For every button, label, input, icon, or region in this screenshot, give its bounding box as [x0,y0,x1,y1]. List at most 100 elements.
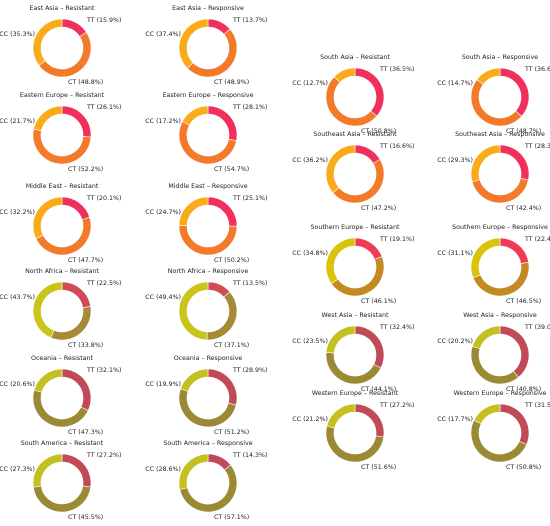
donut-slice-ct [325,351,382,385]
donut-chart: Southern Europe – Resistant TT (19.1%) CT … [292,224,414,305]
chart-title: North Africa – Resistant [25,268,99,275]
slice-label-tt: TT (32.1%) [86,367,122,374]
slice-label-tt: TT (28.3%) [524,143,550,150]
chart-title: South America – Resistant [21,440,104,447]
slice-label-cc: CC (12.7%) [292,80,328,87]
slice-label-ct: CT (57.1%) [214,514,249,521]
donut-slice-ct [178,225,238,256]
donut-slice-ct [32,128,92,165]
slice-label-cc: CC (21.2%) [292,416,328,423]
donut-slice-tt [499,67,530,117]
donut-chart: South America – Responsive TT (14.3%) CT (… [145,440,267,521]
donut-slice-ct [332,158,385,204]
chart-title: Southern Europe – Responsive [452,224,548,231]
donut-chart: Western Europe – Responsive TT (31.5%) CT … [437,390,550,471]
chart-title: West Asia – Responsive [463,312,537,319]
donut-slice-cc [476,67,501,85]
donut-slice-ct [32,389,89,428]
slice-label-cc: CC (23.5%) [292,338,328,345]
slice-label-cc: CC (43.7%) [0,294,35,301]
slice-label-tt: TT (27.2%) [86,452,122,459]
slice-label-ct: CT (51.6%) [361,464,396,471]
slice-label-cc: CC (19.9%) [145,381,181,388]
donut-slice-cc [333,67,356,83]
slice-label-cc: CC (37.4%) [145,31,181,38]
slice-label-cc: CC (20.2%) [437,338,473,345]
donut-slice-tt [61,368,92,411]
donut-slice-ct [330,256,385,297]
slice-label-ct: CT (37.1%) [214,342,249,349]
slice-label-cc: CC (24.7%) [145,209,181,216]
donut-slice-cc [471,325,501,350]
donut-chart: East Asia – Resistant TT (15.9%) CT (48.8%… [0,5,122,86]
slice-label-tt: TT (31.5%) [524,402,550,409]
donut-slice-cc [182,105,209,126]
donut-slice-tt [499,325,530,378]
donut-slice-cc [473,403,501,425]
donut-slice-ct [470,346,519,385]
donut-chart: Middle East – Resistant TT (20.1%) CT (47.… [0,183,122,264]
donut-chart: Southern Europe – Responsive TT (22.4%) CT… [437,224,550,305]
slice-label-ct: CT (50.2%) [214,257,249,264]
slice-label-ct: CT (48.9%) [214,79,249,86]
donut-slice-tt [354,67,385,117]
chart-title: West Asia – Resistant [322,312,389,319]
slice-label-tt: TT (25.1%) [232,195,268,202]
slice-label-cc: CC (29.3%) [437,157,473,164]
slice-label-cc: CC (35.3%) [0,31,35,38]
slice-label-cc: CC (17.2%) [145,118,181,125]
donut-slice-ct [32,485,92,513]
donut-slice-ct [325,76,378,127]
slice-label-tt: TT (39.0%) [524,324,550,331]
donut-slice-tt [207,105,238,141]
donut-chart: North Africa – Responsive TT (13.5%) CT (3… [145,268,267,349]
slice-label-ct: CT (40.8%) [506,386,541,393]
donut-chart: East Asia – Responsive TT (13.7%) CT (48.9… [145,5,267,86]
donut-slice-cc [180,368,209,392]
donut-slice-cc [178,281,209,341]
slice-label-cc: CC (27.3%) [0,466,35,473]
donut-slice-cc [32,281,63,339]
slice-label-ct: CT (44.1%) [361,386,396,393]
donut-chart: Oceania – Resistant TT (32.1%) CT (47.3%) C… [0,355,122,436]
donut-slice-cc [325,144,356,194]
slice-label-tt: TT (20.1%) [86,195,122,202]
slice-label-cc: CC (32.2%) [0,209,35,216]
donut-slice-cc [33,105,63,132]
slice-label-tt: TT (36.6%) [524,66,550,73]
donut-slice-ct [35,216,92,256]
donut-slice-cc [32,453,63,488]
slice-label-ct: CT (46.1%) [361,298,396,305]
slice-label-ct: CT (48.8%) [68,79,103,86]
donut-chart: Southeast Asia – Resistant TT (16.6%) CT (… [292,131,414,212]
donut-chart: South America – Resistant TT (27.2%) CT (4… [0,440,122,521]
donut-slice-ct [470,419,528,463]
slice-label-tt: TT (28.1%) [232,104,268,111]
donut-slice-ct [206,291,238,341]
chart-title: East Asia – Resistant [29,5,95,12]
donut-slice-tt [499,144,530,181]
slice-label-tt: TT (22.5%) [86,280,122,287]
slice-label-ct: CT (46.5%) [506,298,541,305]
donut-slice-ct [178,388,237,428]
donut-slice-tt [61,18,87,38]
chart-title: South Asia – Resistant [320,54,390,61]
slice-label-tt: TT (19.1%) [379,236,415,243]
chart-title: Eastern Europe – Resistant [20,92,105,99]
slice-label-tt: TT (13.5%) [232,280,268,287]
slice-label-tt: TT (13.7%) [232,17,268,24]
donut-slice-ct [471,177,529,204]
donut-slice-cc [32,196,63,240]
chart-title: Middle East – Responsive [168,183,247,190]
slice-label-cc: CC (31.1%) [437,250,473,257]
chart-title: Oceania – Responsive [174,355,243,362]
chart-title: Southeast Asia – Responsive [455,131,545,138]
donut-chart: Oceania – Responsive TT (28.9%) CT (51.2%)… [145,355,267,436]
slice-label-cc: CC (20.6%) [0,381,35,388]
slice-label-cc: CC (14.7%) [437,80,473,87]
slice-label-tt: TT (32.4%) [379,324,415,331]
chart-title: North Africa – Responsive [168,268,249,275]
donut-slice-ct [50,306,92,341]
chart-title: Eastern Europe – Responsive [163,92,254,99]
donut-slice-cc [325,325,356,354]
